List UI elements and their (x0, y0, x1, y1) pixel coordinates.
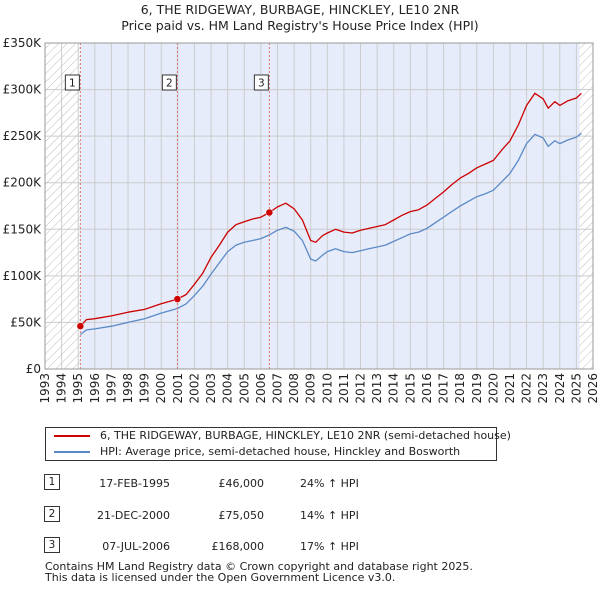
x-tick-label: 2023 (536, 373, 550, 404)
y-tick-label: £250K (3, 129, 43, 143)
x-tick-label: 2010 (320, 373, 334, 404)
x-tick-label: 2020 (486, 373, 500, 404)
sale-label-box (253, 74, 269, 91)
x-tick-label: 2004 (221, 373, 235, 404)
sale-price: £75,050 (218, 509, 265, 522)
footer-attribution: Contains HM Land Registry data © Crown c… (45, 561, 473, 583)
legend-label-hpi: HPI: Average price, semi-detached house,… (100, 445, 461, 458)
sale-hpi-change: 17% ↑ HPI (300, 540, 359, 553)
x-tick-label: 2007 (270, 373, 284, 404)
footer-line-1: Contains HM Land Registry data © Crown c… (45, 560, 473, 573)
y-tick-label: £50K (10, 315, 42, 329)
hatch-region-left (45, 43, 81, 369)
x-tick-label: 2019 (470, 373, 484, 404)
y-tick-label: £0 (26, 362, 41, 376)
legend: 6, THE RIDGEWAY, BURBAGE, HINCKLEY, LE10… (45, 427, 511, 461)
y-tick-label: £350K (3, 36, 43, 50)
x-tick-label: 1994 (55, 373, 69, 404)
legend-item-property: 6, THE RIDGEWAY, BURBAGE, HINCKLEY, LE10… (54, 428, 511, 444)
x-tick-label: 2026 (586, 373, 600, 404)
y-tick-label: £150K (3, 222, 43, 236)
sale-hpi-change: 14% ↑ HPI (300, 509, 359, 522)
x-tick-label: 2003 (204, 373, 218, 404)
sale-point (265, 208, 274, 217)
title-line-2: Price paid vs. HM Land Registry's House … (121, 18, 479, 33)
sale-price: £168,000 (211, 540, 265, 553)
plot-frame (44, 42, 594, 370)
hpi-series-line (80, 132, 582, 336)
sale-label: 2 (166, 78, 173, 90)
x-tick-label: 2000 (154, 373, 168, 404)
legend-swatch-property (54, 435, 90, 437)
sale-label: 3 (258, 78, 265, 90)
x-tick-label: 1996 (88, 373, 102, 404)
sale-label-box (64, 74, 80, 91)
property-series-line (79, 92, 582, 327)
x-tick-label: 1993 (38, 373, 52, 404)
x-tick-label: 2016 (420, 373, 434, 404)
sale-date: 17-FEB-1995 (99, 477, 170, 490)
sale-number: 1 (44, 474, 60, 490)
sale-hpi-change: 24% ↑ HPI (300, 477, 359, 490)
x-tick-label: 2011 (337, 373, 351, 404)
sale-point (76, 322, 85, 330)
x-tick-label: 2015 (403, 373, 417, 404)
hatch-region-right (579, 43, 593, 369)
sale-number: 3 (44, 537, 60, 553)
y-tick-label: £100K (3, 269, 43, 283)
legend-swatch-hpi (54, 451, 90, 453)
x-tick-label: 2005 (237, 373, 251, 404)
legend-item-hpi: HPI: Average price, semi-detached house,… (54, 444, 460, 460)
sale-date: 21-DEC-2000 (96, 509, 170, 522)
x-tick-label: 2017 (437, 373, 451, 404)
x-tick-label: 2018 (453, 373, 467, 404)
x-tick-label: 1999 (138, 373, 152, 404)
x-tick-label: 2013 (370, 373, 384, 404)
sale-point (173, 295, 182, 303)
sale-date: 07-JUL-2006 (102, 540, 170, 553)
x-tick-label: 2006 (254, 373, 268, 404)
x-tick-label: 2025 (569, 373, 583, 404)
sale-price: £46,000 (218, 477, 265, 490)
chart-plot: 1 2 3 £0 £50K £100K £150K £200K £250K £300K £350K… (3, 36, 600, 404)
legend-label-property: 6, THE RIDGEWAY, BURBAGE, HINCKLEY, LE10… (100, 429, 511, 442)
footer-line-2: This data is licensed under the Open Gov… (45, 571, 396, 584)
x-tick-label: 2008 (287, 373, 301, 404)
x-tick-label: 2001 (171, 373, 185, 404)
x-tick-label: 2012 (354, 373, 368, 404)
x-tick-label: 1997 (104, 373, 118, 404)
x-tick-label: 2024 (553, 373, 567, 404)
x-tick-label: 2002 (187, 373, 201, 404)
table-row: 1 17-FEB-1995 £46,000 24% ↑ HPI (44, 473, 444, 493)
sale-period-band (80, 43, 580, 369)
x-tick-label: 2021 (503, 373, 517, 404)
x-tick-label: 2014 (387, 373, 401, 404)
x-tick-label: 1995 (71, 373, 85, 404)
sale-label: 1 (69, 78, 76, 90)
y-tick-label: £200K (3, 176, 43, 190)
x-tick-label: 2022 (520, 373, 534, 404)
chart-title: 6, THE RIDGEWAY, BURBAGE, HINCKLEY, LE10… (0, 2, 600, 34)
table-row: 2 21-DEC-2000 £75,050 14% ↑ HPI (44, 505, 444, 525)
x-tick-label: 1998 (121, 373, 135, 404)
sale-number: 2 (44, 506, 60, 522)
title-line-1: 6, THE RIDGEWAY, BURBAGE, HINCKLEY, LE10… (140, 2, 460, 17)
x-tick-label: 2009 (304, 373, 318, 404)
y-tick-label: £300K (3, 83, 43, 97)
table-row: 3 07-JUL-2006 £168,000 17% ↑ HPI (44, 536, 444, 556)
sale-label-box (161, 74, 177, 91)
